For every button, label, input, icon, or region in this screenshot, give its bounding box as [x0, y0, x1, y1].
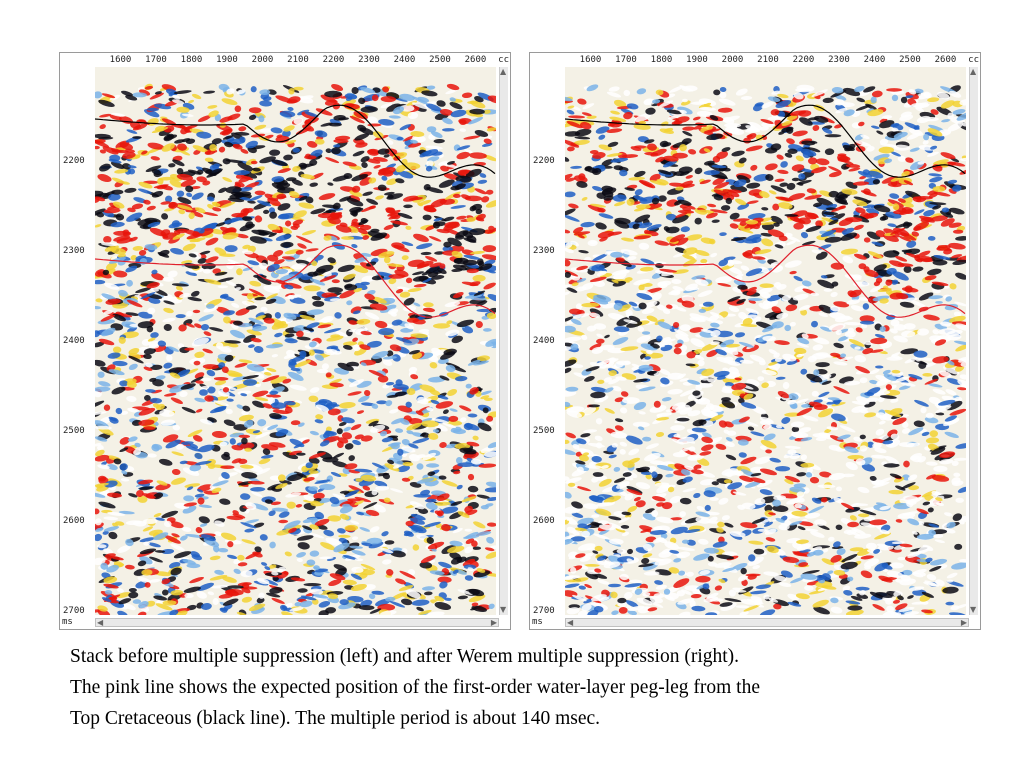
seismic-panel-right: 1600 1700 1800 1900 2000 2100 2200 2300 … [529, 52, 981, 630]
x-axis-unit: cc [968, 55, 979, 65]
x-tick: 1700 [615, 55, 637, 65]
scroll-right-arrow-icon[interactable]: ▶ [960, 618, 967, 627]
scroll-left-arrow-icon[interactable]: ◀ [97, 618, 104, 627]
scroll-right-arrow-icon[interactable]: ▶ [490, 618, 497, 627]
vertical-scrollbar[interactable]: ▲ ▼ [969, 67, 978, 615]
y-tick: 2200 [533, 156, 555, 166]
y-tick: 2600 [533, 516, 555, 526]
y-tick: 2500 [533, 426, 555, 436]
x-tick: 2500 [429, 55, 451, 65]
y-tick: 2500 [63, 426, 85, 436]
seismic-texture [95, 67, 496, 615]
x-tick: 1600 [109, 55, 132, 65]
y-tick: 2300 [63, 246, 85, 256]
x-tick: 2600 [934, 55, 957, 65]
seismic-texture [565, 67, 966, 615]
x-axis: 1600 1700 1800 1900 2000 2100 2200 2300 … [564, 55, 972, 67]
y-tick: 2400 [63, 336, 85, 346]
y-axis: 2200 2300 2400 2500 2600 2700 [60, 67, 94, 616]
seismic-section-image [95, 67, 496, 615]
x-tick: 1900 [216, 55, 238, 65]
x-tick: 2400 [393, 55, 416, 65]
caption-line: Stack before multiple suppression (left)… [70, 646, 740, 667]
x-tick: 1900 [686, 55, 708, 65]
x-tick: 2600 [464, 55, 487, 65]
x-tick: 2200 [792, 55, 815, 65]
caption-line: Top Cretaceous (black line). The multipl… [70, 708, 601, 729]
x-tick: 2500 [899, 55, 921, 65]
seismic-section-image [565, 67, 966, 615]
x-tick: 2100 [757, 55, 779, 65]
scroll-down-arrow-icon[interactable]: ▼ [500, 605, 507, 614]
scroll-down-arrow-icon[interactable]: ▼ [970, 605, 977, 614]
x-tick: 2200 [322, 55, 345, 65]
seismic-panel-left: 1600 1700 1800 1900 2000 2100 2200 2300 … [59, 52, 511, 630]
figure-caption: Stack before multiple suppression (left)… [70, 641, 1000, 734]
scroll-left-arrow-icon[interactable]: ◀ [567, 618, 574, 627]
pegleg-line [565, 244, 966, 318]
top-cretaceous-line [95, 104, 496, 178]
y-tick: 2700 [533, 606, 555, 616]
y-axis-unit: ms [532, 617, 543, 627]
y-tick: 2200 [63, 156, 85, 166]
x-tick: 2000 [721, 55, 744, 65]
horizontal-scrollbar[interactable]: ◀ ▶ [95, 618, 499, 627]
x-tick: 1800 [650, 55, 673, 65]
pegleg-line [95, 244, 496, 318]
x-tick: 1700 [145, 55, 167, 65]
caption-line: The pink line shows the expected positio… [70, 677, 761, 698]
horizontal-scrollbar[interactable]: ◀ ▶ [565, 618, 969, 627]
x-tick: 2000 [251, 55, 274, 65]
y-tick: 2700 [63, 606, 85, 616]
y-axis: 2200 2300 2400 2500 2600 2700 [530, 67, 564, 616]
x-tick: 2400 [863, 55, 886, 65]
vertical-scrollbar[interactable]: ▲ ▼ [499, 67, 508, 615]
y-tick: 2300 [533, 246, 555, 256]
x-axis: 1600 1700 1800 1900 2000 2100 2200 2300 … [94, 55, 502, 67]
scroll-up-arrow-icon[interactable]: ▲ [970, 67, 977, 76]
top-cretaceous-line [565, 104, 966, 178]
y-axis-unit: ms [62, 617, 73, 627]
x-tick: 1600 [579, 55, 602, 65]
y-tick: 2600 [63, 516, 85, 526]
x-tick: 2300 [828, 55, 850, 65]
scroll-up-arrow-icon[interactable]: ▲ [500, 67, 507, 76]
y-tick: 2400 [533, 336, 555, 346]
x-tick: 2300 [358, 55, 380, 65]
x-tick: 2100 [287, 55, 309, 65]
x-axis-unit: cc [498, 55, 509, 65]
x-tick: 1800 [180, 55, 203, 65]
